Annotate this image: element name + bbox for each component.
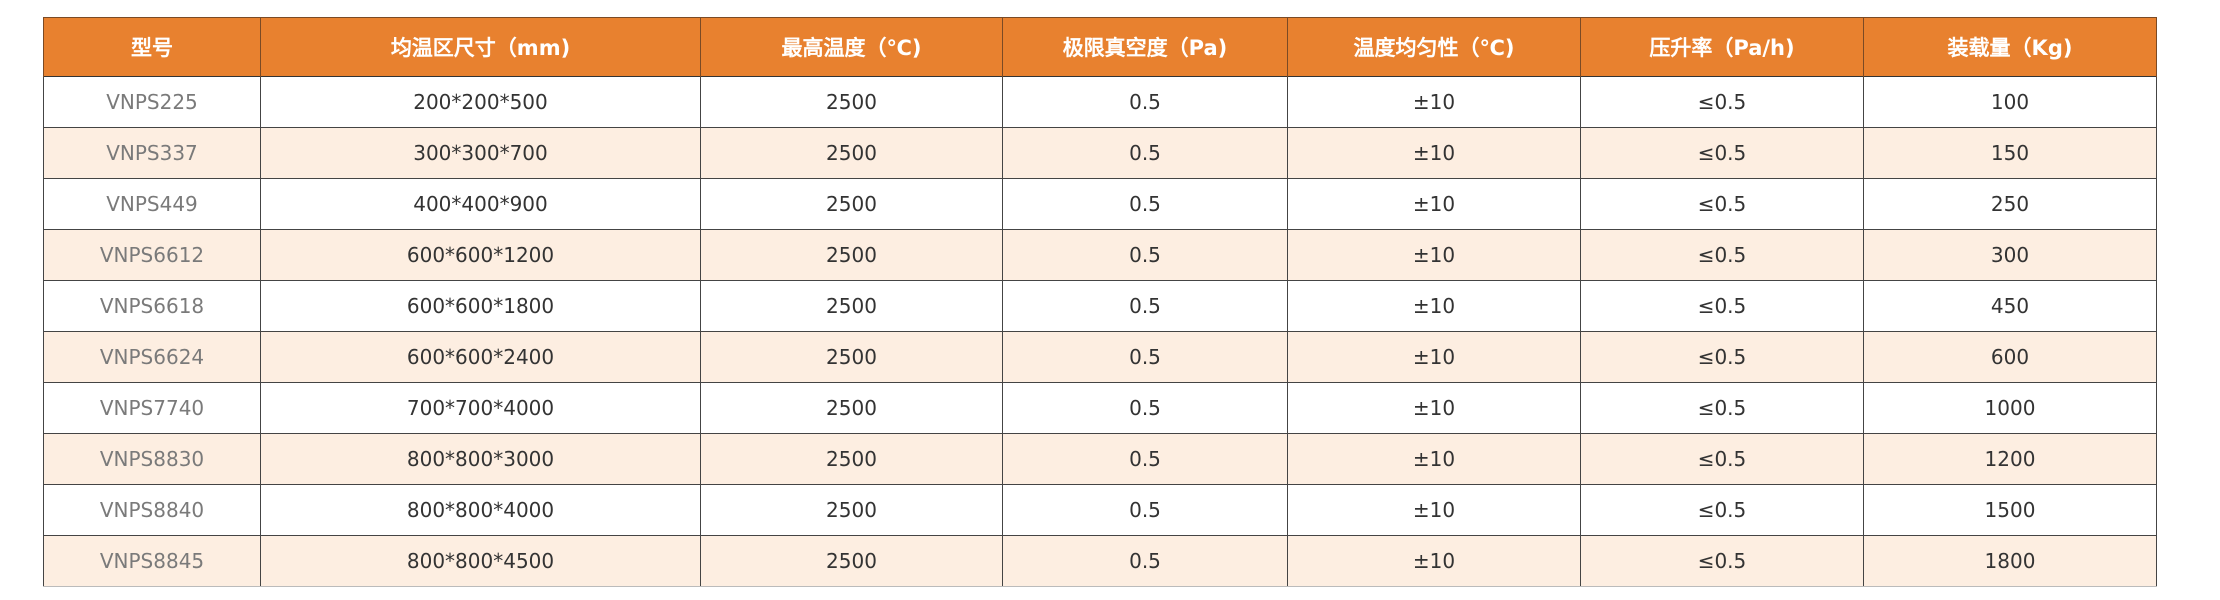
cell-model: VNPS337 [43, 127, 261, 179]
cell-pressure-rise: ≤0.5 [1580, 484, 1864, 536]
cell-pressure-rise: ≤0.5 [1580, 535, 1864, 587]
cell-model: VNPS7740 [43, 382, 261, 434]
cell-zone-size: 400*400*900 [260, 178, 701, 230]
cell-max-temp: 2500 [700, 76, 1003, 128]
cell-zone-size: 700*700*4000 [260, 382, 701, 434]
cell-max-temp: 2500 [700, 178, 1003, 230]
cell-model: VNPS6618 [43, 280, 261, 332]
cell-uniformity: ±10 [1287, 127, 1581, 179]
cell-vacuum: 0.5 [1002, 127, 1288, 179]
header-zone-size: 均温区尺寸（mm) [260, 17, 701, 77]
cell-vacuum: 0.5 [1002, 229, 1288, 281]
cell-load: 600 [1863, 331, 2157, 383]
table-row: VNPS7740 700*700*4000 2500 0.5 ±10 ≤0.5 1000 [43, 382, 2157, 434]
cell-pressure-rise: ≤0.5 [1580, 127, 1864, 179]
cell-vacuum: 0.5 [1002, 178, 1288, 230]
cell-vacuum: 0.5 [1002, 280, 1288, 332]
cell-zone-size: 600*600*1800 [260, 280, 701, 332]
cell-model: VNPS8840 [43, 484, 261, 536]
cell-pressure-rise: ≤0.5 [1580, 331, 1864, 383]
cell-model: VNPS8830 [43, 433, 261, 485]
cell-model: VNPS6624 [43, 331, 261, 383]
cell-max-temp: 2500 [700, 280, 1003, 332]
cell-load: 100 [1863, 76, 2157, 128]
cell-vacuum: 0.5 [1002, 484, 1288, 536]
table-row: VNPS6612 600*600*1200 2500 0.5 ±10 ≤0.5 300 [43, 229, 2157, 281]
header-model: 型号 [43, 17, 261, 77]
cell-pressure-rise: ≤0.5 [1580, 76, 1864, 128]
cell-zone-size: 300*300*700 [260, 127, 701, 179]
cell-model: VNPS6612 [43, 229, 261, 281]
cell-uniformity: ±10 [1287, 484, 1581, 536]
cell-uniformity: ±10 [1287, 535, 1581, 587]
cell-pressure-rise: ≤0.5 [1580, 433, 1864, 485]
cell-load: 1000 [1863, 382, 2157, 434]
cell-uniformity: ±10 [1287, 280, 1581, 332]
header-row: 型号 均温区尺寸（mm) 最高温度（℃) 极限真空度（Pa) 温度均匀性（℃) … [43, 17, 2157, 77]
cell-model: VNPS449 [43, 178, 261, 230]
cell-load: 1500 [1863, 484, 2157, 536]
cell-load: 1800 [1863, 535, 2157, 587]
table-row: VNPS225 200*200*500 2500 0.5 ±10 ≤0.5 100 [43, 76, 2157, 128]
cell-max-temp: 2500 [700, 229, 1003, 281]
cell-pressure-rise: ≤0.5 [1580, 382, 1864, 434]
cell-max-temp: 2500 [700, 484, 1003, 536]
table-row: VNPS6618 600*600*1800 2500 0.5 ±10 ≤0.5 450 [43, 280, 2157, 332]
cell-zone-size: 600*600*1200 [260, 229, 701, 281]
table-row: VNPS337 300*300*700 2500 0.5 ±10 ≤0.5 150 [43, 127, 2157, 179]
cell-vacuum: 0.5 [1002, 433, 1288, 485]
cell-load: 1200 [1863, 433, 2157, 485]
header-pressure-rise: 压升率（Pa/h) [1580, 17, 1864, 77]
cell-pressure-rise: ≤0.5 [1580, 178, 1864, 230]
cell-uniformity: ±10 [1287, 382, 1581, 434]
cell-zone-size: 200*200*500 [260, 76, 701, 128]
cell-uniformity: ±10 [1287, 229, 1581, 281]
cell-pressure-rise: ≤0.5 [1580, 280, 1864, 332]
cell-model: VNPS8845 [43, 535, 261, 587]
cell-zone-size: 800*800*3000 [260, 433, 701, 485]
table-row: VNPS449 400*400*900 2500 0.5 ±10 ≤0.5 250 [43, 178, 2157, 230]
cell-max-temp: 2500 [700, 433, 1003, 485]
cell-max-temp: 2500 [700, 331, 1003, 383]
cell-zone-size: 800*800*4000 [260, 484, 701, 536]
header-max-temp: 最高温度（℃) [700, 17, 1003, 77]
cell-vacuum: 0.5 [1002, 76, 1288, 128]
cell-vacuum: 0.5 [1002, 331, 1288, 383]
table-row: VNPS8840 800*800*4000 2500 0.5 ±10 ≤0.5 1500 [43, 484, 2157, 536]
cell-pressure-rise: ≤0.5 [1580, 229, 1864, 281]
cell-uniformity: ±10 [1287, 76, 1581, 128]
cell-model: VNPS225 [43, 76, 261, 128]
cell-uniformity: ±10 [1287, 433, 1581, 485]
cell-max-temp: 2500 [700, 382, 1003, 434]
cell-vacuum: 0.5 [1002, 535, 1288, 587]
cell-uniformity: ±10 [1287, 331, 1581, 383]
cell-load: 150 [1863, 127, 2157, 179]
cell-max-temp: 2500 [700, 127, 1003, 179]
header-vacuum: 极限真空度（Pa) [1002, 17, 1288, 77]
spec-table: 型号 均温区尺寸（mm) 最高温度（℃) 极限真空度（Pa) 温度均匀性（℃) … [43, 17, 2157, 587]
cell-max-temp: 2500 [700, 535, 1003, 587]
cell-zone-size: 800*800*4500 [260, 535, 701, 587]
table-row: VNPS8845 800*800*4500 2500 0.5 ±10 ≤0.5 1800 [43, 535, 2157, 587]
header-load: 装载量（Kg) [1863, 17, 2157, 77]
cell-load: 450 [1863, 280, 2157, 332]
cell-load: 300 [1863, 229, 2157, 281]
cell-load: 250 [1863, 178, 2157, 230]
table-row: VNPS6624 600*600*2400 2500 0.5 ±10 ≤0.5 600 [43, 331, 2157, 383]
table-row: VNPS8830 800*800*3000 2500 0.5 ±10 ≤0.5 1200 [43, 433, 2157, 485]
cell-vacuum: 0.5 [1002, 382, 1288, 434]
header-uniformity: 温度均匀性（℃) [1287, 17, 1581, 77]
cell-zone-size: 600*600*2400 [260, 331, 701, 383]
cell-uniformity: ±10 [1287, 178, 1581, 230]
